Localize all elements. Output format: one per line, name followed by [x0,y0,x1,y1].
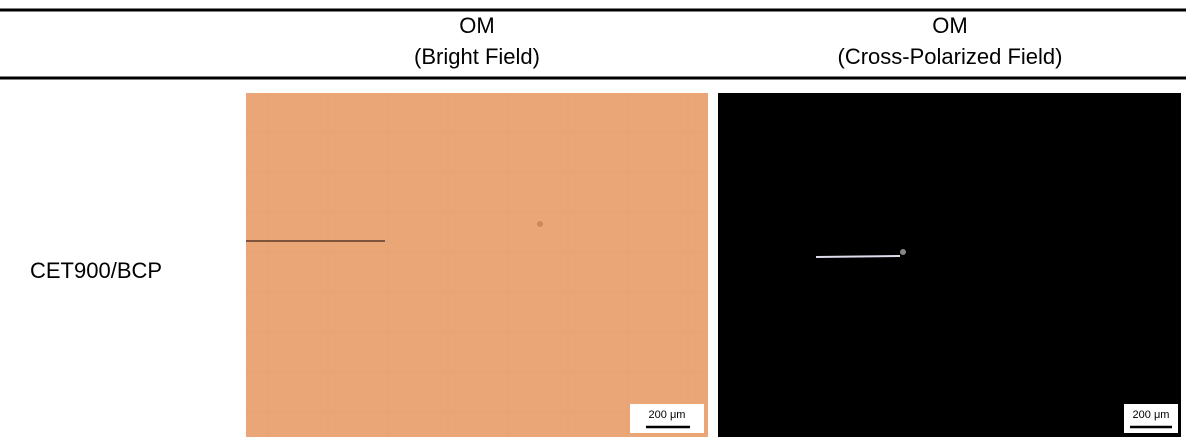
column-title: OM [932,13,967,38]
bright-field-image: 200 μm [246,93,708,437]
page: OM (Bright Field) OM (Cross-Polarized Fi… [0,0,1186,446]
scale-bar-label: 200 μm [1133,409,1170,421]
scale-bar-label: 200 μm [649,409,686,421]
cross-polarized-image: 200 μm [718,93,1181,437]
row-label: CET900/BCP [30,258,162,283]
column-subtitle: (Bright Field) [414,44,540,69]
column-title: OM [459,13,494,38]
column-subtitle: (Cross-Polarized Field) [838,44,1063,69]
figure-table: OM (Bright Field) OM (Cross-Polarized Fi… [0,0,1186,446]
